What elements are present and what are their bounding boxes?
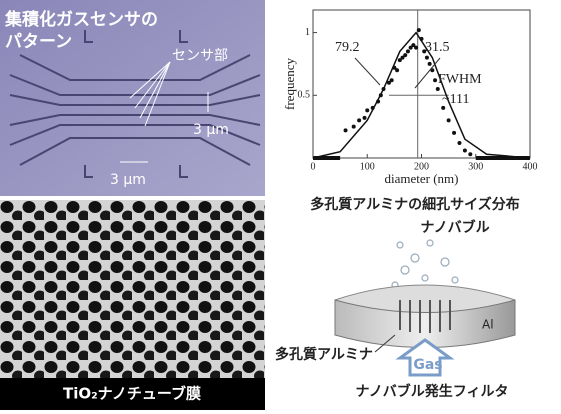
sem-image: TiO₂ナノチューブ膜: [0, 200, 265, 410]
data-point: [390, 78, 394, 82]
chart-caption: 多孔質アルミナの細孔サイズ分布: [310, 196, 519, 213]
data-point: [395, 68, 399, 72]
data-point: [457, 141, 461, 145]
data-point: [433, 78, 437, 82]
data-point: [365, 108, 369, 112]
data-point: [428, 62, 432, 66]
x-axis-label: diameter (nm): [385, 171, 459, 186]
annotation-arrow: [355, 58, 380, 85]
annotation: 31.5: [425, 40, 450, 55]
annotation-arrow: [415, 58, 440, 88]
data-point: [406, 49, 410, 53]
x-tick-label: 0: [311, 161, 316, 172]
data-point: [371, 106, 375, 110]
data-point: [403, 53, 407, 57]
x-tick-label: 100: [360, 161, 375, 172]
data-point: [344, 128, 348, 132]
y-tick-label: 0.5: [298, 90, 311, 101]
gap-label: 3 μm: [110, 172, 146, 188]
gas-label: Gas: [413, 357, 442, 373]
figure: 集積化ガスセンサの パターン センサ部 3 μm 3 μm TiO₂ナノチューブ…: [0, 0, 561, 410]
data-point: [468, 152, 472, 156]
data-point: [357, 118, 361, 122]
metal-label: Al: [482, 318, 494, 332]
sensor-label: センサ部: [172, 48, 228, 64]
data-point: [452, 131, 456, 135]
data-point: [417, 28, 421, 32]
data-point: [425, 56, 429, 60]
annotation: 79.2: [335, 40, 360, 55]
sem-caption: TiO₂ナノチューブ膜: [63, 385, 201, 403]
data-point: [376, 100, 380, 104]
data-point: [379, 93, 383, 97]
photo-title: 集積化ガスセンサの: [4, 9, 158, 30]
y-axis-label: frequency: [282, 58, 297, 110]
gap-label: 3 μm: [193, 122, 229, 138]
data-point: [352, 125, 356, 129]
x-tick-label: 300: [468, 161, 483, 172]
membrane-label: 多孔質アルミナ: [275, 346, 373, 363]
photo-title: パターン: [5, 32, 72, 52]
data-point: [447, 118, 451, 122]
data-point: [463, 148, 467, 152]
data-point: [436, 87, 440, 91]
bubbles-label: ナノバブル: [420, 219, 489, 236]
diagram-caption: ナノバブル発生フィルタ: [355, 383, 508, 400]
data-point: [420, 37, 424, 41]
sensor-photo: 集積化ガスセンサの パターン センサ部 3 μm 3 μm: [0, 0, 265, 196]
x-tick-label: 400: [523, 161, 538, 172]
data-point: [382, 87, 386, 91]
data-point: [363, 116, 367, 120]
annotation: ~111: [442, 92, 470, 107]
data-point: [414, 46, 418, 50]
plot-frame: [313, 10, 530, 158]
annotation: FWHM: [438, 72, 482, 87]
y-tick-label: 1: [305, 27, 310, 38]
